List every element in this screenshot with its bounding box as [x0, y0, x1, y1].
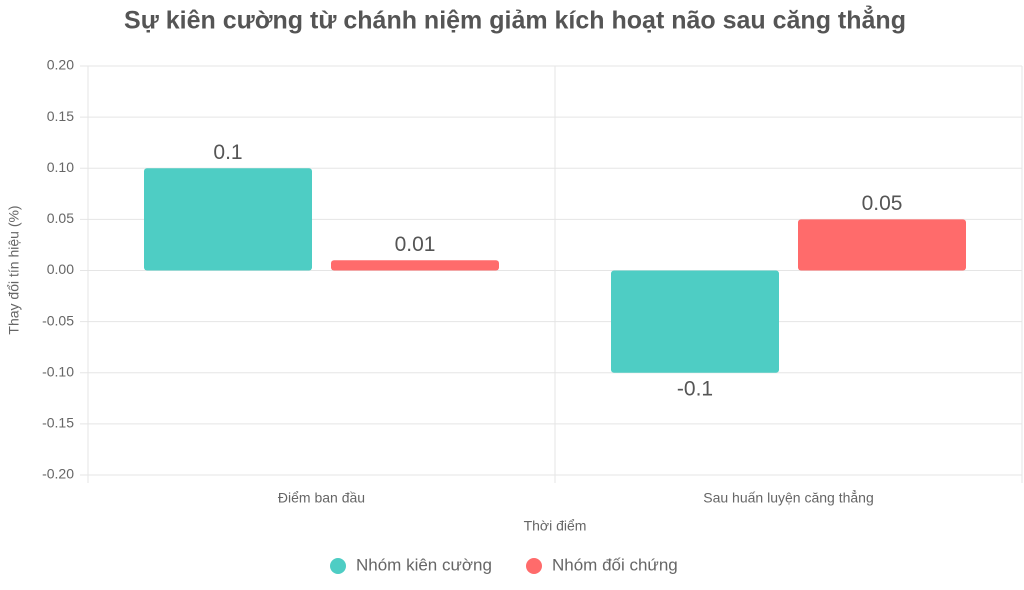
value-label: 0.05	[862, 192, 903, 215]
y-tick-label: 0.15	[47, 108, 74, 124]
legend-marker	[330, 558, 346, 574]
y-tick-label: -0.20	[42, 466, 74, 482]
x-tick-label: Điểm ban đầu	[278, 490, 365, 506]
value-label: -0.1	[677, 377, 713, 400]
y-tick-label: -0.05	[42, 312, 74, 328]
bar	[798, 219, 966, 271]
bar	[331, 260, 499, 271]
y-tick-label: 0.10	[47, 159, 74, 175]
legend-label: Nhóm đối chứng	[552, 555, 678, 574]
chart-title: Sự kiên cường từ chánh niệm giảm kích ho…	[124, 4, 906, 35]
bar	[144, 168, 312, 271]
value-label: 0.01	[395, 233, 436, 256]
legend-marker	[526, 558, 542, 574]
x-axis-label: Thời điểm	[524, 518, 587, 534]
y-tick-label: 0.00	[47, 261, 74, 277]
y-tick-label: -0.10	[42, 363, 74, 379]
y-tick-label: 0.20	[47, 57, 74, 73]
x-tick-label: Sau huấn luyện căng thẳng	[703, 489, 873, 506]
y-axis-label: Thay đổi tín hiệu (%)	[6, 205, 22, 334]
value-label: 0.1	[213, 141, 242, 164]
y-tick-label: 0.05	[47, 210, 74, 226]
bar	[611, 270, 779, 373]
legend-label: Nhóm kiên cường	[356, 555, 492, 574]
y-tick-label: -0.15	[42, 415, 74, 431]
